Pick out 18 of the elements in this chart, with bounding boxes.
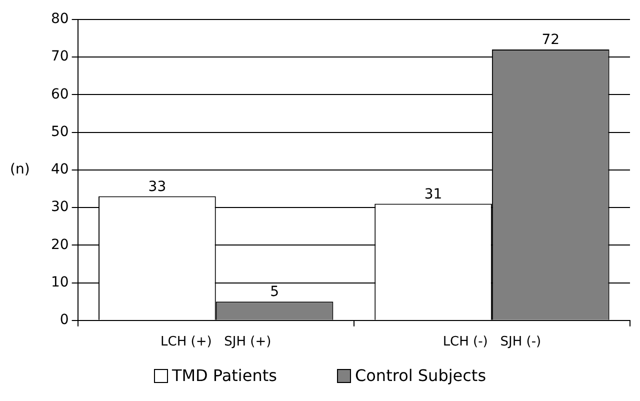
y-axis-title: (n)	[10, 162, 30, 178]
y-tick-label: 0	[60, 312, 69, 328]
y-tick-label: 20	[50, 236, 69, 253]
x-tick-label: LCH (-) SJH (-)	[442, 334, 542, 350]
text: TMD Patients	[172, 366, 277, 385]
data-label: 33	[148, 178, 166, 195]
x-tick-label: LCH (+) SJH (+)	[160, 334, 272, 350]
y-tick-label: 50	[50, 124, 69, 140]
y-tick-label: 40	[50, 162, 69, 178]
data-label: 72	[542, 32, 560, 48]
data-label: 31	[424, 186, 442, 202]
y-tick-label: 30	[50, 199, 69, 216]
data-label: 5	[270, 284, 279, 300]
legend-label: Control Subjects	[354, 366, 486, 385]
y-tick-label: 60	[50, 86, 69, 102]
y-tick-label: 10	[50, 274, 69, 290]
y-tick-label: 80	[50, 11, 69, 28]
y-tick-label: 70	[50, 48, 69, 65]
